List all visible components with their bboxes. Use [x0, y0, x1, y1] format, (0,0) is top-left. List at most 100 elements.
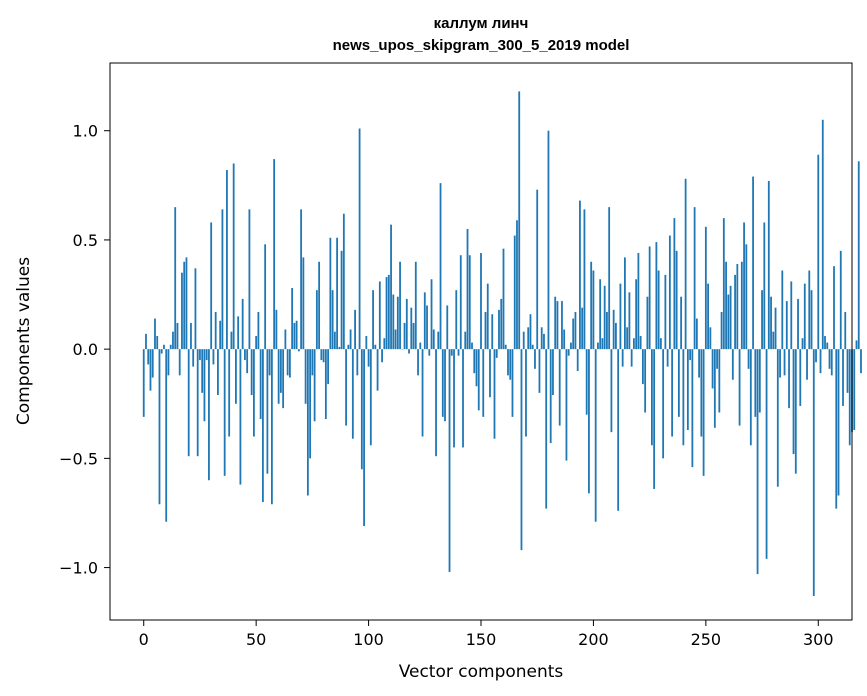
bar-37: [226, 170, 228, 350]
bar-25: [199, 349, 201, 361]
bar-127: [428, 349, 431, 356]
bar-250: [704, 226, 707, 350]
bar-177: [540, 327, 543, 350]
bar-53: [262, 349, 264, 503]
bar-27: [203, 349, 206, 422]
bar-275: [761, 290, 763, 350]
bar-286: [785, 301, 788, 350]
bar-61: [279, 349, 282, 393]
bar-92: [349, 329, 352, 350]
bar-3: [149, 349, 152, 391]
bar-214: [624, 257, 626, 350]
bar-285: [783, 349, 786, 376]
bar-244: [691, 349, 694, 468]
bar-65: [288, 349, 291, 378]
bar-12: [169, 344, 172, 350]
bar-56: [268, 349, 271, 376]
bar-308: [835, 349, 838, 509]
bar-70: [300, 209, 303, 350]
bar-276: [763, 222, 766, 350]
bar-264: [736, 263, 739, 350]
bar-183: [554, 296, 557, 350]
bar-125: [423, 292, 426, 350]
bar-189: [567, 349, 570, 356]
bar-171: [527, 327, 530, 350]
bar-79: [320, 349, 323, 361]
bar-99: [365, 336, 368, 350]
bar-110: [390, 224, 392, 350]
bar-252: [709, 327, 712, 350]
bar-129: [432, 329, 435, 350]
bar-126: [426, 305, 428, 350]
bar-304: [826, 342, 829, 350]
bar-29: [208, 349, 210, 481]
bar-105: [378, 281, 381, 350]
bar-16: [178, 349, 181, 376]
bar-49: [253, 349, 255, 437]
y-axis: −1.0 −0.5 0.0 0.5 1.0: [59, 122, 110, 578]
bar-153: [486, 283, 489, 350]
bar-318: [857, 161, 860, 350]
bar-60: [277, 349, 280, 404]
bar-238: [677, 349, 680, 417]
bar-64: [286, 349, 289, 376]
bar-116: [403, 322, 406, 350]
bar-273: [756, 349, 759, 575]
bar-96: [358, 128, 361, 350]
bar-274: [758, 349, 761, 413]
bar-81: [324, 349, 327, 420]
bar-94: [354, 309, 356, 350]
bar-59: [275, 309, 278, 350]
bar-317: [855, 340, 858, 350]
bar-86: [336, 237, 338, 350]
bar-287: [788, 349, 790, 409]
bar-157: [495, 349, 498, 358]
bar-165: [513, 235, 516, 350]
bar-280: [772, 331, 775, 350]
bar-120: [412, 322, 415, 350]
bar-218: [633, 338, 635, 350]
bar-117: [405, 298, 408, 350]
bar-9: [163, 344, 165, 350]
bar-172: [529, 314, 532, 350]
bar-82: [327, 349, 329, 385]
bar-54: [264, 244, 267, 350]
bar-151: [482, 349, 485, 417]
bar-55: [266, 349, 269, 474]
bar-140: [457, 349, 460, 356]
bar-237: [675, 250, 678, 350]
bar-30: [210, 222, 213, 350]
bar-45: [244, 349, 246, 361]
bar-229: [657, 270, 660, 350]
bar-34: [219, 320, 222, 350]
bar-124: [421, 349, 424, 437]
bar-146: [471, 342, 473, 350]
bar-292: [799, 349, 802, 406]
bar-220: [637, 253, 640, 350]
bar-17: [181, 272, 183, 350]
bar-201: [594, 349, 597, 522]
bar-134: [444, 349, 446, 422]
bar-152: [484, 312, 487, 350]
bar-98: [363, 349, 365, 527]
bar-176: [538, 349, 541, 393]
bar-48: [250, 349, 253, 396]
y-tick-label: −1.0: [59, 559, 98, 578]
bar-22: [192, 349, 195, 367]
bar-75: [311, 349, 314, 376]
bar-268: [745, 244, 748, 350]
bar-10: [165, 349, 168, 522]
bar-192: [574, 312, 577, 350]
bar-143: [464, 331, 467, 350]
bar-63: [284, 329, 287, 350]
bar-186: [561, 301, 563, 350]
bar-46: [246, 349, 249, 374]
bar-123: [419, 342, 422, 350]
bar-76: [313, 349, 316, 422]
bar-23: [194, 268, 197, 350]
bar-293: [801, 338, 804, 350]
bar-291: [797, 298, 799, 350]
x-axis: 0 50 100 150 200 250 300: [139, 620, 834, 649]
bar-260: [727, 294, 730, 350]
